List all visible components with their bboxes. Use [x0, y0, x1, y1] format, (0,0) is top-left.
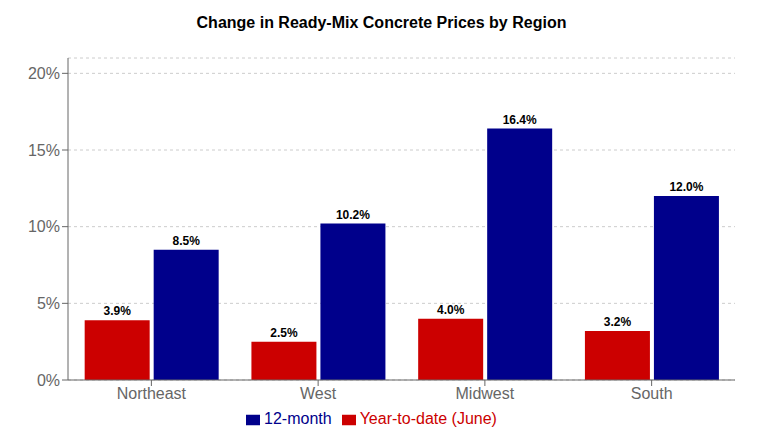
svg-text:12.0%: 12.0%: [669, 180, 703, 194]
svg-text:South: South: [631, 385, 673, 402]
svg-text:8.5%: 8.5%: [172, 234, 200, 248]
svg-text:West: West: [300, 385, 337, 402]
svg-text:20%: 20%: [28, 65, 60, 82]
html-text:12-month: 12-month: [264, 410, 332, 427]
svg-text:3.2%: 3.2%: [604, 315, 632, 329]
html-text:Year-to-date (June): Year-to-date (June): [359, 410, 497, 427]
svg-text:15%: 15%: [28, 142, 60, 159]
html-text:Change in Ready-Mix Concrete P: Change in Ready-Mix Concrete Prices by R…: [196, 14, 567, 31]
svg-text:10.2%: 10.2%: [336, 208, 370, 222]
svg-text:10%: 10%: [28, 218, 60, 235]
svg-text:3.9%: 3.9%: [103, 304, 131, 318]
svg-text:5%: 5%: [37, 295, 60, 312]
svg-text:Midwest: Midwest: [456, 385, 515, 402]
svg-text:Northeast: Northeast: [117, 385, 187, 402]
svg-text:4.0%: 4.0%: [437, 303, 465, 317]
svg-text:16.4%: 16.4%: [503, 113, 537, 127]
svg-text:0%: 0%: [37, 372, 60, 389]
svg-text:2.5%: 2.5%: [270, 326, 298, 340]
